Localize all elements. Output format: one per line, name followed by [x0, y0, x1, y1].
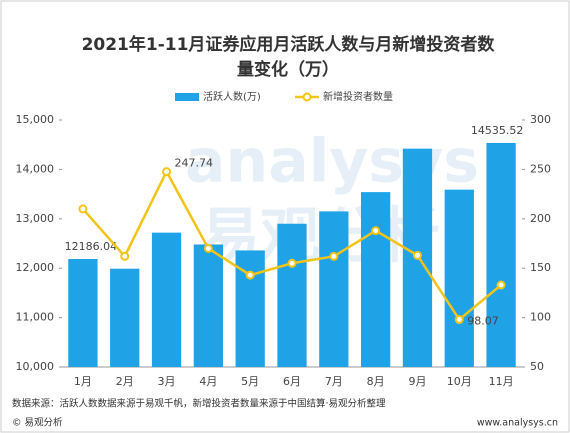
- point: [120, 251, 130, 261]
- bar: [193, 244, 223, 367]
- bar: [151, 232, 182, 367]
- x-tick-label: 8月: [367, 375, 385, 388]
- point: [162, 167, 172, 177]
- bar: [68, 259, 98, 367]
- x-tick-label: 9月: [408, 375, 426, 388]
- x-tick-label: 10月: [447, 375, 472, 388]
- x-tick-label: 11月: [489, 375, 514, 388]
- x-tick-label: 1月: [74, 375, 92, 388]
- bar: [277, 223, 307, 367]
- source: 数据来源：活跃人数数据来源于易观千帆，新增投资者数量来源于中国结算·易观分析整理: [12, 398, 386, 410]
- bar: [319, 211, 349, 367]
- y2-tick-label: 250: [530, 162, 551, 175]
- y-tick-label: 15,000: [16, 113, 55, 126]
- x-tick-label: 2月: [116, 375, 134, 388]
- website: www.analysys.cn: [477, 418, 558, 429]
- point: [245, 270, 255, 280]
- data-label: 12186.04: [65, 240, 118, 253]
- point: [329, 251, 339, 261]
- x-tick-label: 5月: [241, 375, 259, 388]
- y-tick-label: 11,000: [16, 311, 55, 324]
- point: [371, 226, 381, 236]
- legend-label: 新增投资者数量: [323, 90, 393, 103]
- x-tick-label: 6月: [283, 375, 301, 388]
- bar: [361, 192, 391, 367]
- brand: © 易观分析: [12, 417, 63, 429]
- x-tick-label: 7月: [325, 375, 343, 388]
- chart-title: 量变化（万）: [237, 59, 339, 80]
- bar: [444, 189, 474, 367]
- point: [412, 250, 422, 260]
- point: [78, 204, 88, 214]
- y-tick-label: 13,000: [16, 212, 55, 225]
- point: [496, 280, 506, 290]
- point: [203, 243, 213, 253]
- bar: [110, 268, 140, 367]
- point: [454, 315, 464, 325]
- y-tick-label: 14,000: [16, 162, 55, 175]
- point: [287, 258, 297, 268]
- legend-swatch: [302, 92, 312, 102]
- y2-tick-label: 100: [530, 311, 551, 324]
- y2-tick-label: 50: [530, 360, 544, 373]
- y-tick-label: 12,000: [16, 261, 55, 274]
- chart-title: 2021年1-11月证券应用月活跃人数与月新增投资者数: [82, 34, 496, 55]
- x-tick-label: 3月: [158, 375, 176, 388]
- data-label: 98.07: [467, 315, 499, 328]
- legend-swatch: [175, 93, 199, 101]
- data-label: 247.74: [175, 157, 214, 170]
- y2-tick-label: 300: [530, 113, 551, 126]
- legend-label: 活跃人数(万): [203, 90, 261, 103]
- data-label: 14535.52: [471, 124, 524, 137]
- y2-tick-label: 200: [530, 212, 551, 225]
- y2-tick-label: 150: [530, 261, 551, 274]
- bar: [486, 142, 516, 367]
- y-tick-label: 10,000: [16, 360, 55, 373]
- watermark: analysys: [185, 127, 479, 197]
- x-tick-label: 4月: [199, 375, 217, 388]
